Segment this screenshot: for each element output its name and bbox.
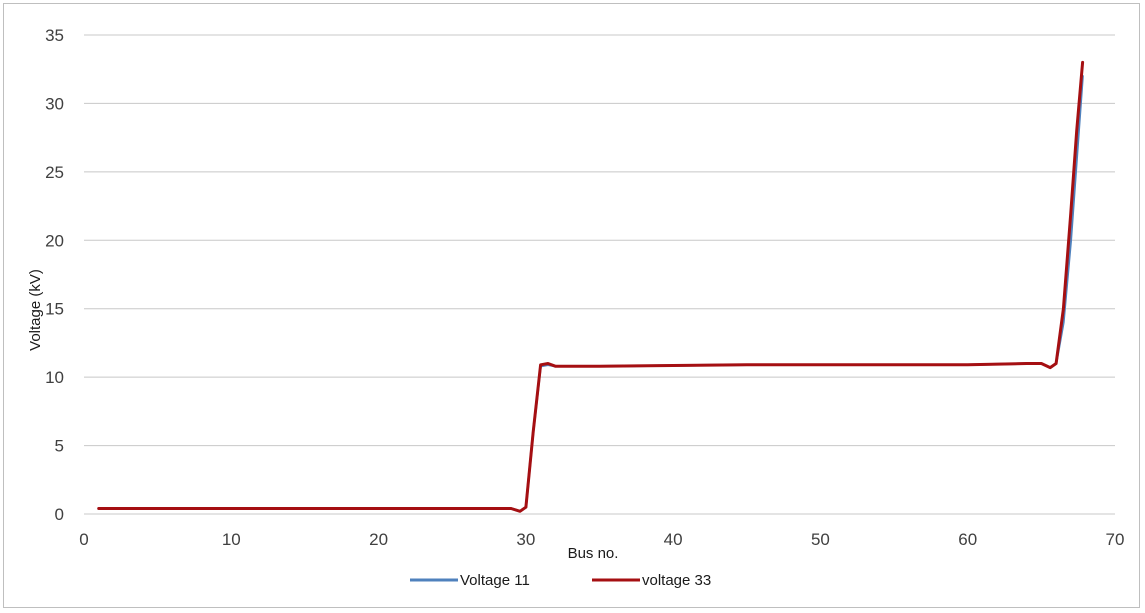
x-tick-label: 0 (79, 530, 88, 549)
x-tick-labels: 0 10 20 30 40 50 60 70 (79, 530, 1124, 549)
y-tick-label: 35 (45, 26, 64, 45)
x-axis-label: Bus no. (568, 545, 619, 562)
x-tick-label: 70 (1106, 530, 1125, 549)
y-tick-label: 15 (45, 300, 64, 319)
legend: Voltage 11 voltage 33 (410, 572, 711, 589)
y-tick-label: 10 (45, 368, 64, 387)
x-tick-label: 50 (811, 530, 830, 549)
x-tick-label: 40 (664, 530, 683, 549)
series-lines (97, 60, 1085, 513)
y-axis-label: Voltage (kV) (27, 269, 44, 351)
y-tick-label: 30 (45, 94, 64, 113)
x-tick-label: 60 (958, 530, 977, 549)
y-tick-label: 5 (55, 437, 64, 456)
legend-label-1: Voltage 11 (460, 572, 530, 589)
x-tick-label: 30 (516, 530, 535, 549)
y-tick-labels: 0 5 10 15 20 25 30 35 (45, 26, 64, 524)
legend-label-2: voltage 33 (642, 572, 711, 589)
y-tick-label: 20 (45, 231, 64, 250)
gridlines (84, 34, 1115, 515)
y-tick-label: 0 (55, 505, 64, 524)
y-tick-label: 25 (45, 163, 64, 182)
x-tick-label: 20 (369, 530, 388, 549)
series-line-2 (97, 60, 1085, 513)
x-tick-label: 10 (222, 530, 241, 549)
